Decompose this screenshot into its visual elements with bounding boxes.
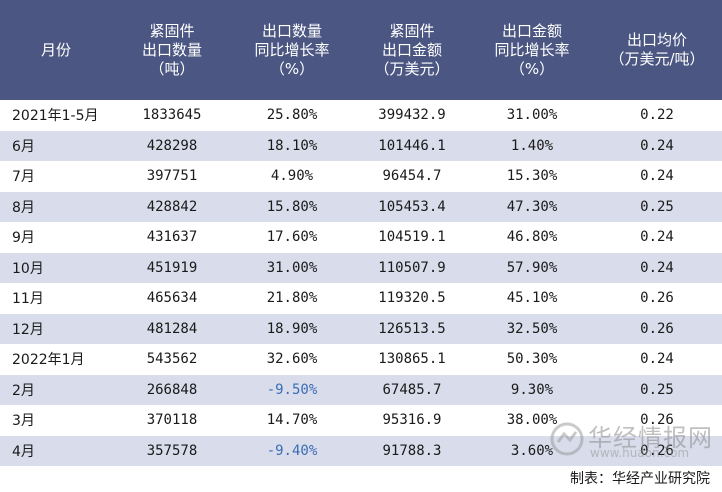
cell-quantity-yoy: 15.80% [266, 198, 318, 215]
cell-export-quantity: 357578 [146, 442, 198, 459]
cell-average-price: 0.24 [640, 351, 674, 368]
cell-export-amount: 130865.1 [378, 351, 446, 368]
cell-average-price: 0.26 [640, 412, 674, 429]
cell-export-amount: 105453.4 [378, 198, 446, 215]
cell-export-quantity: 543562 [146, 351, 198, 368]
cell-amount-yoy: 32.50% [506, 320, 558, 337]
table-row: 11月 465634 21.80% 119320.5 45.10% 0.26 [0, 283, 722, 314]
cell-month: 2月 [12, 382, 35, 399]
header-export-amount: 紧固件 出口金额 （万美元） [374, 21, 450, 78]
cell-amount-yoy: 47.30% [506, 198, 558, 215]
cell-export-amount: 67485.7 [382, 381, 442, 398]
source-note: 制表：华经产业研究院 [570, 471, 710, 487]
cell-export-amount: 126513.5 [378, 320, 446, 337]
cell-month: 3月 [12, 413, 35, 430]
cell-average-price: 0.24 [640, 168, 674, 185]
cell-quantity-yoy: 18.90% [266, 320, 318, 337]
table-row: 3月 370118 14.70% 95316.9 38.00% 0.26 [0, 405, 722, 436]
cell-month: 8月 [12, 199, 35, 216]
cell-quantity-yoy: -9.50% [266, 381, 318, 398]
cell-export-quantity: 431637 [146, 229, 198, 246]
cell-export-quantity: 1833645 [142, 107, 202, 124]
cell-amount-yoy: 9.30% [510, 381, 554, 398]
cell-export-quantity: 397751 [146, 168, 198, 185]
cell-quantity-yoy: 17.60% [266, 229, 318, 246]
cell-quantity-yoy: 21.80% [266, 290, 318, 307]
header-average-price: 出口均价 （万美元/吨） [609, 31, 705, 68]
cell-average-price: 0.26 [640, 290, 674, 307]
table-row: 12月 481284 18.90% 126513.5 32.50% 0.26 [0, 313, 722, 344]
cell-month: 9月 [12, 230, 35, 247]
cell-quantity-yoy: -9.40% [266, 442, 318, 459]
cell-month: 2021年1-5月 [12, 108, 99, 125]
cell-average-price: 0.24 [640, 259, 674, 276]
cell-average-price: 0.25 [640, 381, 674, 398]
cell-average-price: 0.25 [640, 198, 674, 215]
cell-export-amount: 399432.9 [378, 107, 446, 124]
cell-amount-yoy: 3.60% [510, 442, 554, 459]
cell-quantity-yoy: 31.00% [266, 259, 318, 276]
cell-quantity-yoy: 25.80% [266, 107, 318, 124]
cell-average-price: 0.26 [640, 320, 674, 337]
cell-amount-yoy: 45.10% [506, 290, 558, 307]
cell-month: 2022年1月 [12, 352, 85, 369]
table-row: 2021年1-5月 1833645 25.80% 399432.9 31.00% 0.22 [0, 100, 722, 131]
table-row: 9月 431637 17.60% 104519.1 46.80% 0.24 [0, 222, 722, 253]
cell-amount-yoy: 50.30% [506, 351, 558, 368]
table-row: 4月 357578 -9.40% 91788.3 3.60% 0.26 [0, 435, 722, 466]
table-row: 6月 428298 18.10% 101446.1 1.40% 0.24 [0, 130, 722, 161]
cell-month: 6月 [12, 138, 35, 155]
table-row: 2022年1月 543562 32.60% 130865.1 50.30% 0.24 [0, 344, 722, 375]
table-header-row: 月份 紧固件 出口数量 （吨） 出口数量 同比增长率 （%） 紧固件 出口金额 … [0, 0, 722, 100]
cell-export-quantity: 428298 [146, 137, 198, 154]
cell-amount-yoy: 46.80% [506, 229, 558, 246]
table-row: 7月 397751 4.90% 96454.7 15.30% 0.24 [0, 161, 722, 192]
export-data-table: 月份 紧固件 出口数量 （吨） 出口数量 同比增长率 （%） 紧固件 出口金额 … [0, 0, 722, 466]
cell-month: 7月 [12, 169, 35, 186]
header-amount-yoy: 出口金额 同比增长率 （%） [494, 21, 570, 78]
cell-amount-yoy: 15.30% [506, 168, 558, 185]
cell-amount-yoy: 57.90% [506, 259, 558, 276]
cell-export-quantity: 428842 [146, 198, 198, 215]
cell-month: 4月 [12, 443, 35, 460]
cell-export-quantity: 451919 [146, 259, 198, 276]
table-footer: 制表：华经产业研究院 [0, 466, 722, 492]
cell-average-price: 0.24 [640, 229, 674, 246]
header-quantity-yoy: 出口数量 同比增长率 （%） [254, 21, 330, 78]
cell-export-quantity: 266848 [146, 381, 198, 398]
cell-export-amount: 91788.3 [382, 442, 442, 459]
cell-export-amount: 119320.5 [378, 290, 446, 307]
cell-average-price: 0.22 [640, 107, 674, 124]
cell-export-quantity: 370118 [146, 412, 198, 429]
table-row: 2月 266848 -9.50% 67485.7 9.30% 0.25 [0, 374, 722, 405]
cell-export-quantity: 465634 [146, 290, 198, 307]
cell-export-amount: 96454.7 [382, 168, 442, 185]
cell-export-amount: 95316.9 [382, 412, 442, 429]
cell-average-price: 0.24 [640, 137, 674, 154]
cell-month: 12月 [12, 321, 44, 338]
table-row: 10月 451919 31.00% 110507.9 57.90% 0.24 [0, 252, 722, 283]
cell-quantity-yoy: 4.90% [270, 168, 314, 185]
cell-amount-yoy: 1.40% [510, 137, 554, 154]
table-row: 8月 428842 15.80% 105453.4 47.30% 0.25 [0, 191, 722, 222]
header-export-quantity: 紧固件 出口数量 （吨） [141, 21, 202, 78]
cell-quantity-yoy: 18.10% [266, 137, 318, 154]
cell-export-amount: 110507.9 [378, 259, 446, 276]
cell-export-amount: 101446.1 [378, 137, 446, 154]
cell-average-price: 0.26 [640, 442, 674, 459]
cell-quantity-yoy: 14.70% [266, 412, 318, 429]
cell-amount-yoy: 38.00% [506, 412, 558, 429]
cell-export-quantity: 481284 [146, 320, 198, 337]
cell-month: 11月 [12, 291, 44, 308]
header-month: 月份 [40, 40, 71, 59]
cell-amount-yoy: 31.00% [506, 107, 558, 124]
cell-quantity-yoy: 32.60% [266, 351, 318, 368]
cell-export-amount: 104519.1 [378, 229, 446, 246]
cell-month: 10月 [12, 260, 44, 277]
